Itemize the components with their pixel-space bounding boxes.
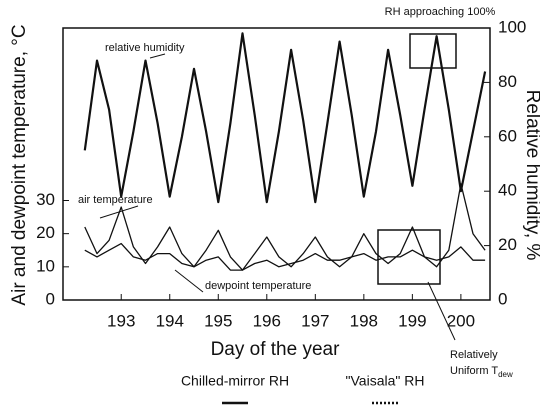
legend-label: "Vaisala" RH: [346, 373, 425, 389]
y-tick-label: 30: [36, 190, 55, 209]
series-line: [84, 242, 486, 271]
annotation-subscript: dew: [498, 370, 513, 379]
legend-label: Chilled-mirror RH: [181, 373, 289, 389]
annotation: Relatively: [450, 349, 498, 361]
annotation: RH approaching 100%: [385, 6, 496, 18]
y-tick-label: 10: [36, 256, 55, 275]
y2-tick-label: 40: [498, 181, 517, 200]
x-tick-label: 195: [204, 311, 232, 330]
plot-frame: [62, 27, 491, 301]
x-tick-label: 199: [398, 311, 426, 330]
annotation-leader: [149, 53, 166, 59]
y2-axis-label: Relative humidity, %: [522, 90, 540, 261]
y-tick-label: 20: [36, 223, 55, 242]
y2-tick-label: 0: [498, 289, 507, 308]
series-annotation: dewpoint temperature: [205, 280, 311, 292]
series-annotation: relative humidity: [105, 42, 185, 54]
x-tick-label: 200: [447, 311, 475, 330]
annotation-leader: [174, 269, 204, 293]
y2-tick-label: 20: [498, 235, 517, 254]
annotation-arrow: [427, 281, 456, 341]
x-tick-label: 193: [107, 311, 135, 330]
x-tick-label: 194: [156, 311, 184, 330]
x-axis-label: Day of the year: [211, 339, 341, 360]
x-tick-label: 196: [253, 311, 281, 330]
y2-tick-label: 100: [498, 17, 526, 36]
series-line: [84, 183, 486, 271]
y-axis-label: Air and dewpoint temperature, °C: [9, 24, 30, 305]
x-tick-label: 197: [301, 311, 329, 330]
highlight-box: [409, 33, 457, 69]
annotation: Uniform Tdew: [450, 365, 513, 379]
series-line: [83, 32, 487, 204]
y2-tick-label: 60: [498, 126, 517, 145]
series-annotation: air temperature: [78, 194, 153, 206]
annotation: Uniform T: [450, 365, 498, 377]
highlight-box: [377, 229, 441, 285]
annotation-leader: [99, 205, 139, 219]
x-tick-label: 198: [350, 311, 378, 330]
y2-tick-label: 80: [498, 72, 517, 91]
y-tick-label: 0: [46, 289, 55, 308]
